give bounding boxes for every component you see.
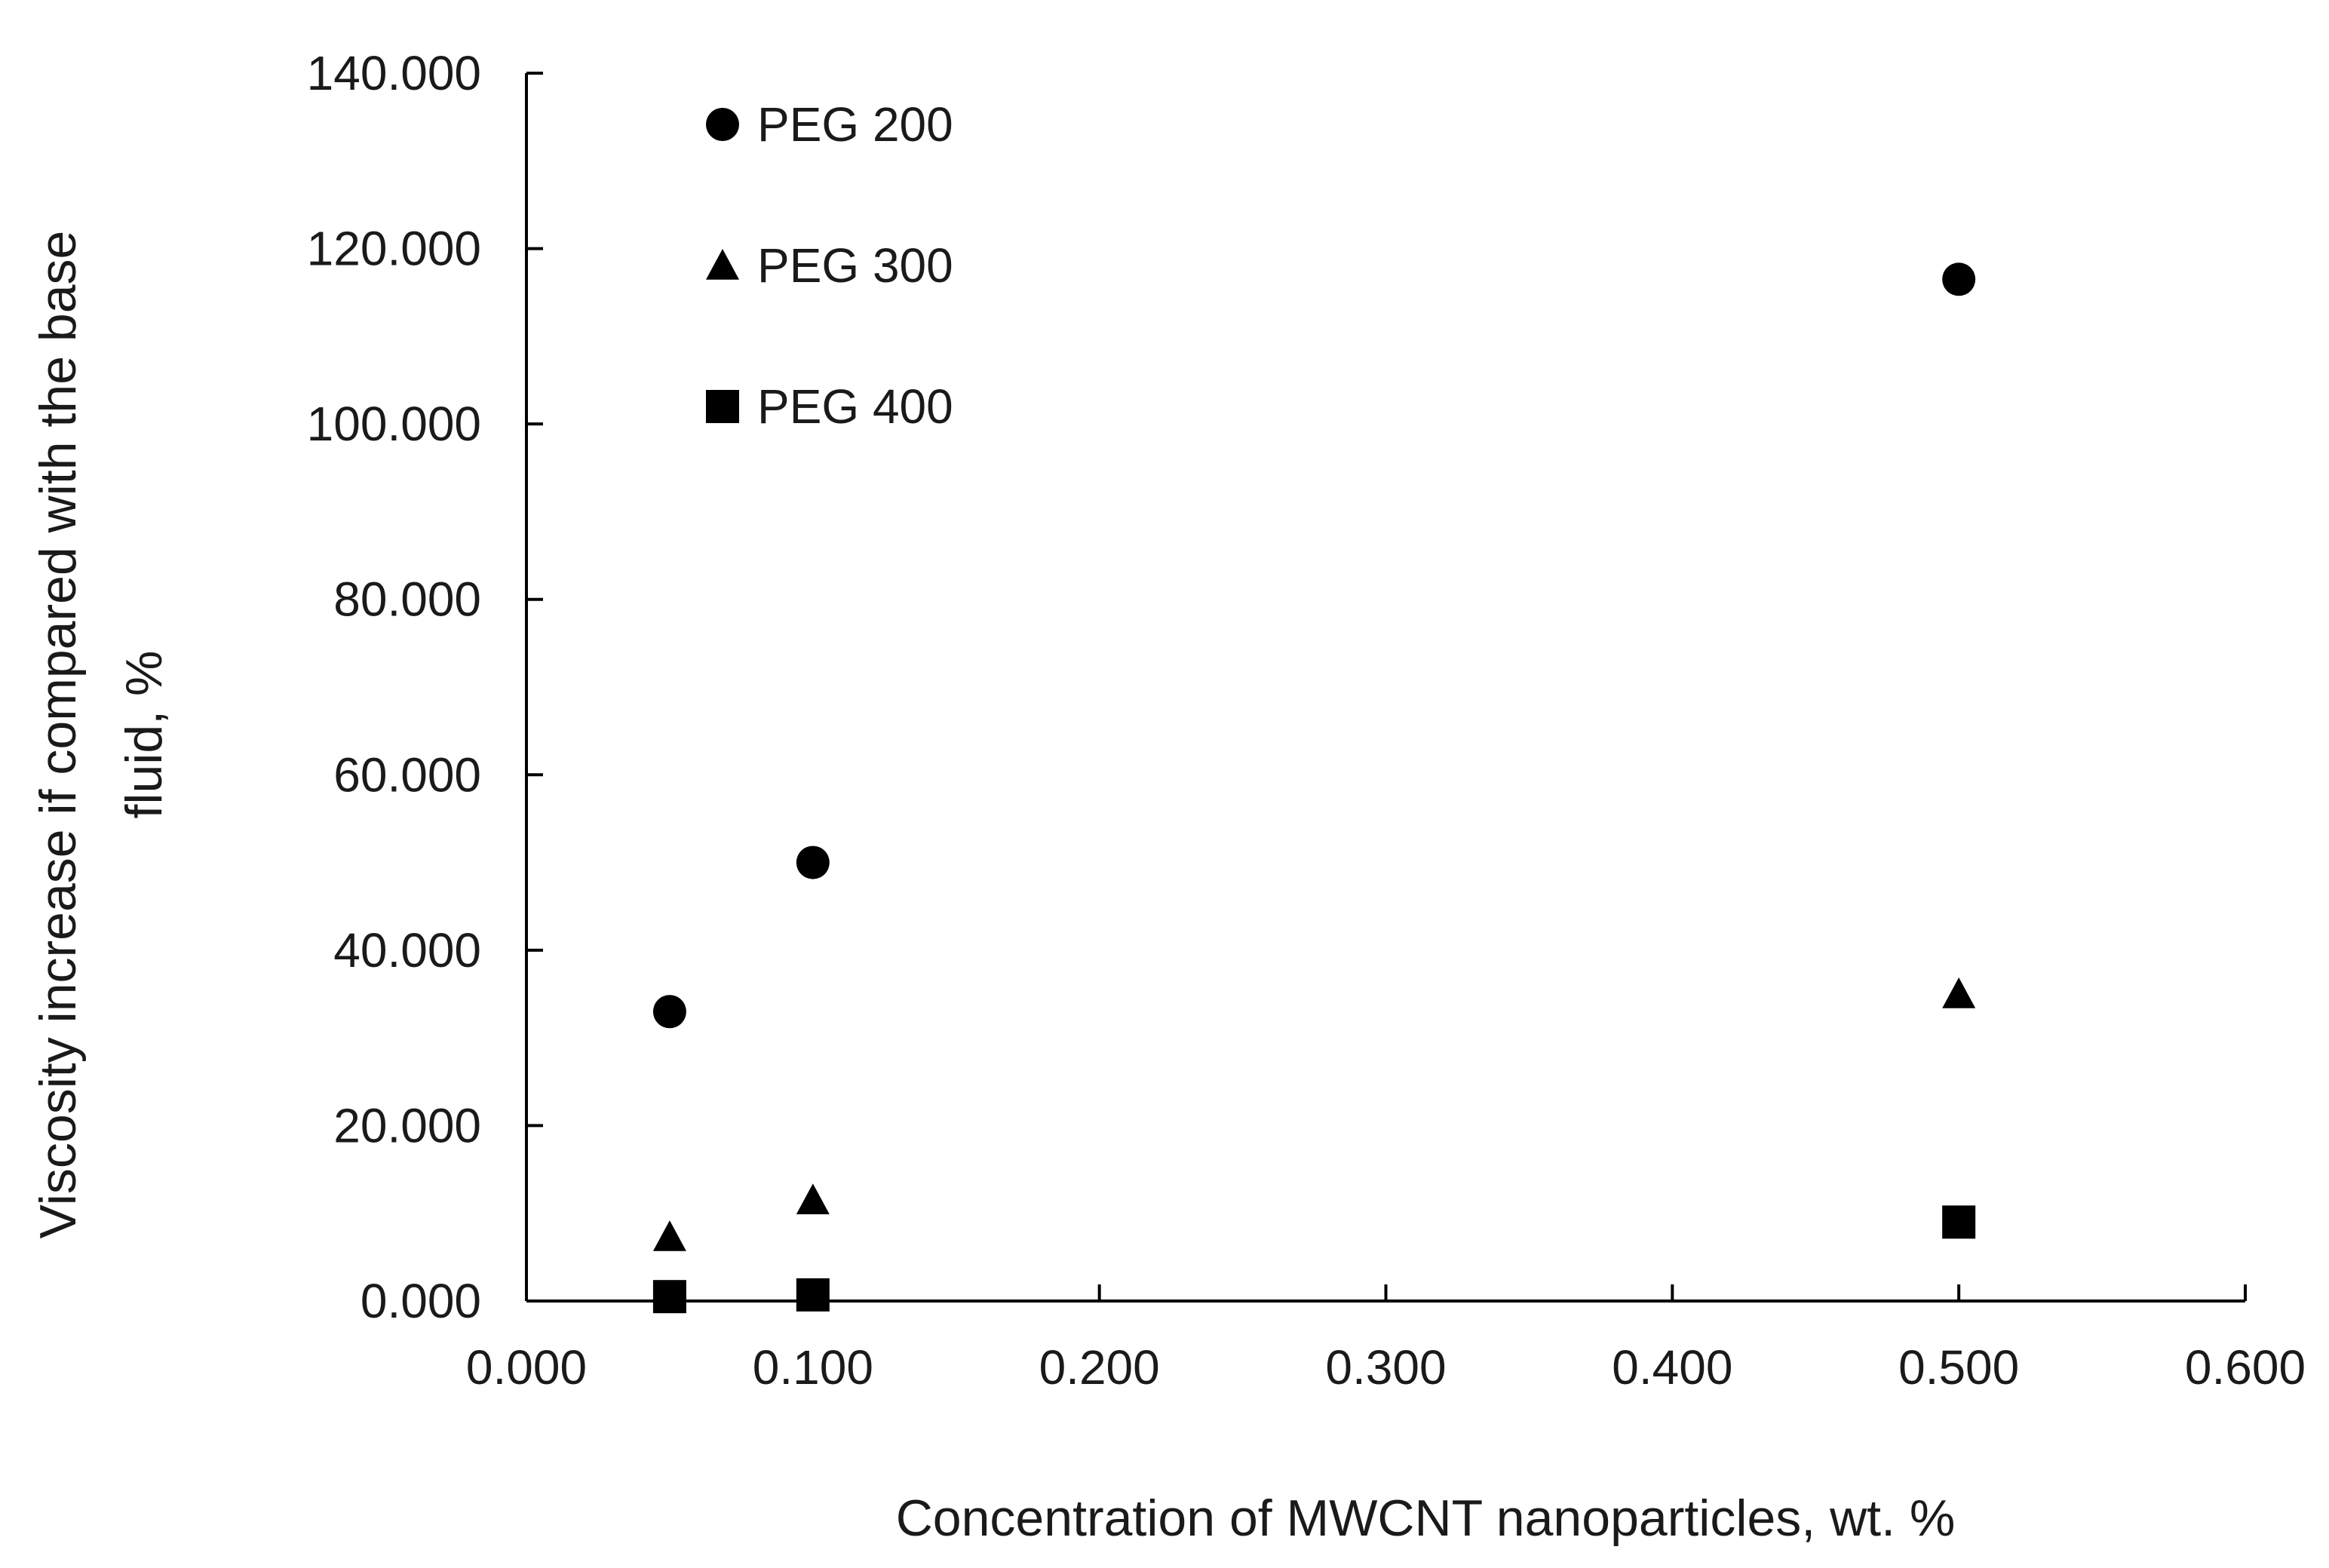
x-tick-label: 0.200 (1039, 1340, 1160, 1395)
y-tick-label: 120.000 (307, 222, 481, 276)
square-point (652, 1280, 686, 1314)
x-tick-label: 0.100 (753, 1340, 873, 1395)
x-tick-label: 0.000 (466, 1340, 587, 1395)
legend: PEG 200 PEG 300 PEG 400 (706, 97, 953, 434)
triangle-point (1942, 977, 1976, 1008)
x-tick-label: 0.600 (2185, 1340, 2306, 1395)
y-axis-ticks: 0.000 20.000 40.000 60.000 80.000 100.000 120.… (307, 46, 543, 1328)
legend-label: PEG 300 (757, 238, 953, 293)
y-tick-label: 20.000 (333, 1098, 481, 1152)
x-tick-label: 0.400 (1612, 1340, 1732, 1395)
circle-point (652, 995, 686, 1029)
x-axis-title: Concentration of MWCNT nanoparticles, wt… (896, 1490, 1956, 1547)
y-axis-title-line-1: Viscosity increase if compared with the … (29, 231, 87, 1239)
y-axis-title-line-2: fluid, % (115, 651, 173, 819)
y-tick-label: 0.000 (361, 1274, 481, 1328)
legend-triangle-marker (706, 249, 739, 280)
y-tick-label: 80.000 (333, 572, 481, 627)
y-tick-label: 140.000 (307, 46, 481, 100)
legend-label: PEG 200 (757, 97, 953, 152)
y-tick-label: 100.000 (307, 397, 481, 451)
triangle-point (796, 1183, 830, 1214)
data-points (652, 262, 1976, 1314)
x-tick-label: 0.300 (1325, 1340, 1446, 1395)
square-point (796, 1278, 830, 1312)
x-tick-label: 0.500 (1898, 1340, 2019, 1395)
y-axis-title: Viscosity increase if compared with the … (29, 231, 173, 1239)
legend-circle-marker (706, 108, 739, 141)
circle-point (796, 845, 830, 879)
circle-point (1942, 262, 1976, 296)
y-tick-label: 60.000 (333, 747, 481, 802)
triangle-point (652, 1220, 686, 1251)
legend-square-marker (706, 390, 739, 423)
x-axis-ticks: 0.000 0.100 0.200 0.300 0.400 0.500 0.600 (466, 1284, 2306, 1395)
y-tick-label: 40.000 (333, 923, 481, 977)
square-point (1942, 1205, 1976, 1239)
legend-label: PEG 400 (757, 379, 953, 434)
